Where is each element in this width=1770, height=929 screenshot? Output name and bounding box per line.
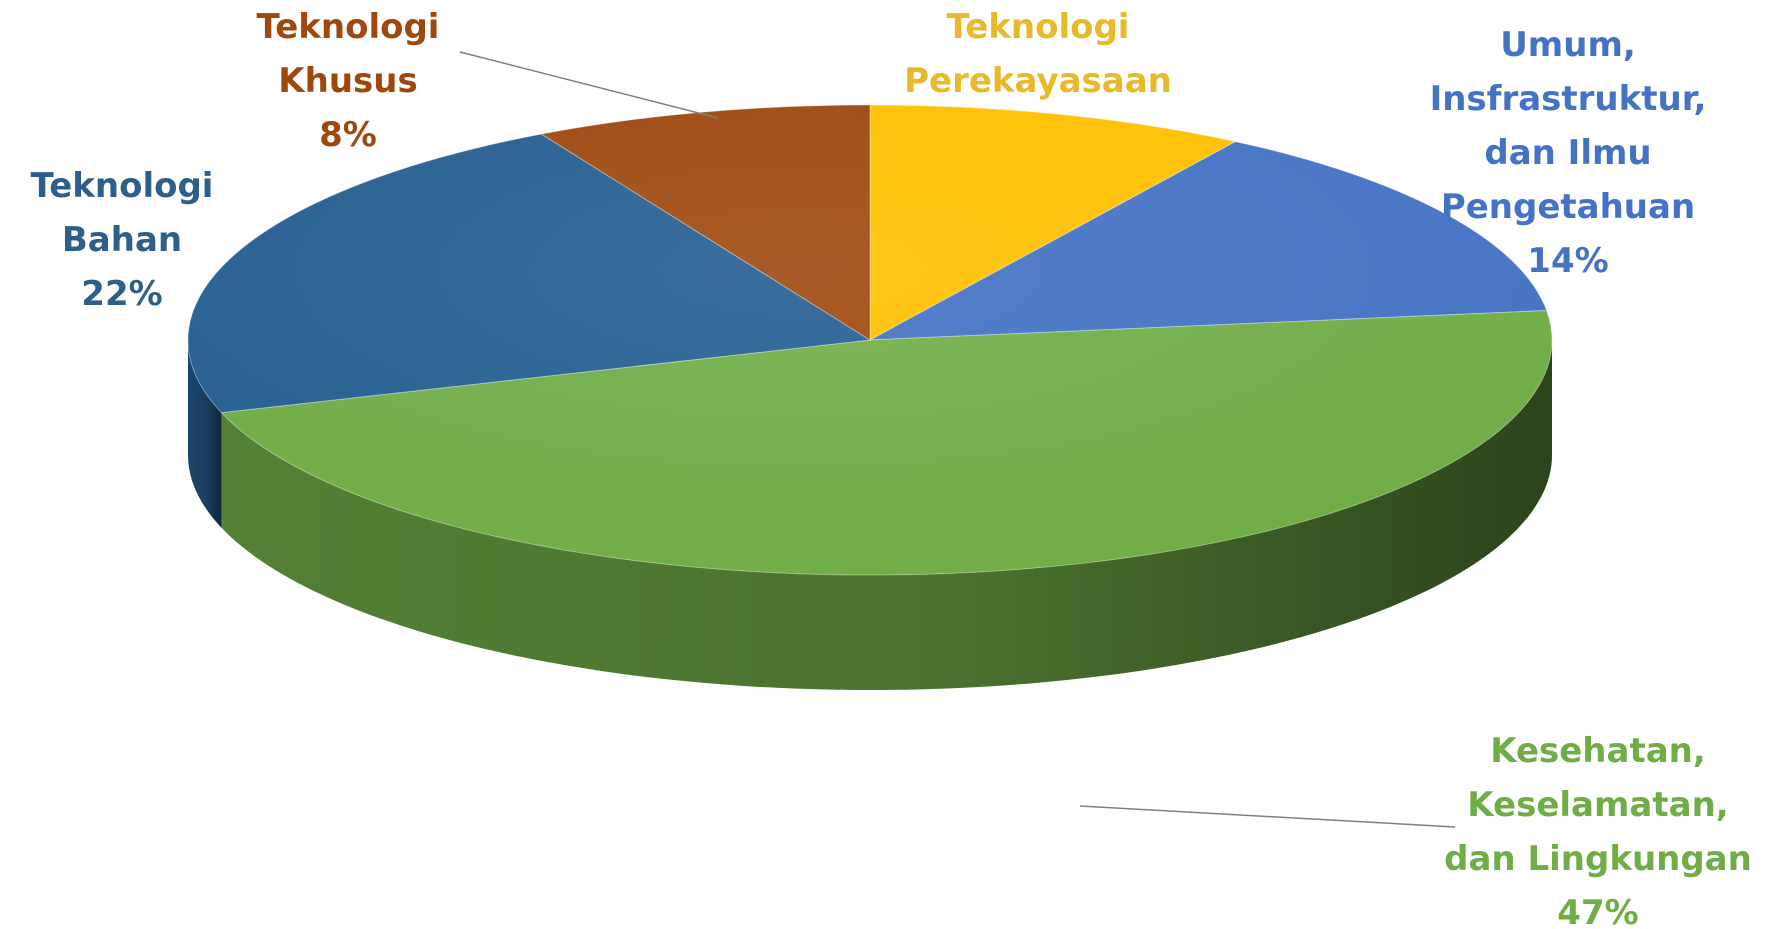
leader-line-khusus (459, 51, 719, 119)
leader-line-kesehatan (1079, 805, 1456, 828)
slice-label-line: Keselamatan, (1467, 785, 1728, 825)
slice-label-line: Kesehatan, (1490, 731, 1706, 771)
slice-percent-label: 47% (1557, 893, 1638, 929)
slice-label-1: Umum, Insfrastruktur, dan Ilmu Pengetahuan 1… (1430, 25, 1707, 281)
data-labels: Teknologi Perekayasaan Umum, Insfrastruktur… (31, 7, 1752, 929)
slice-label-3: Teknologi Bahan 22% (31, 166, 214, 314)
slice-percent-label: 22% (81, 274, 162, 314)
slice-label-line: Insfrastruktur, (1430, 79, 1707, 119)
slice-label-line: Khusus (278, 61, 417, 101)
slice-label-line: dan Lingkungan (1444, 839, 1752, 879)
slice-label-line: dan Ilmu (1484, 133, 1651, 173)
slice-label-line: Umum, (1500, 25, 1636, 65)
slice-label-2: Kesehatan, Keselamatan, dan Lingkungan 47% (1444, 731, 1752, 929)
pie-side-shade-2 (221, 340, 1552, 691)
pie-side-shade-3 (187, 340, 222, 528)
leader-lines (459, 51, 1456, 828)
pie-sides (187, 340, 1552, 691)
pie-top-highlight (188, 105, 1552, 575)
slice-percent-label: 8% (319, 115, 377, 155)
slice-label-line: Pengetahuan (1441, 187, 1695, 227)
slice-label-line: Bahan (62, 220, 182, 260)
slice-label-4: Teknologi Khusus 8% (257, 7, 440, 155)
slice-label-line: Teknologi (947, 7, 1130, 47)
slice-label-line: Teknologi (31, 166, 214, 206)
slice-label-line: Perekayasaan (904, 61, 1172, 101)
slice-label-line: Teknologi (257, 7, 440, 47)
slice-label-0: Teknologi Perekayasaan (904, 7, 1172, 101)
pie-top (187, 104, 1553, 576)
slice-percent-label: 14% (1527, 241, 1608, 281)
